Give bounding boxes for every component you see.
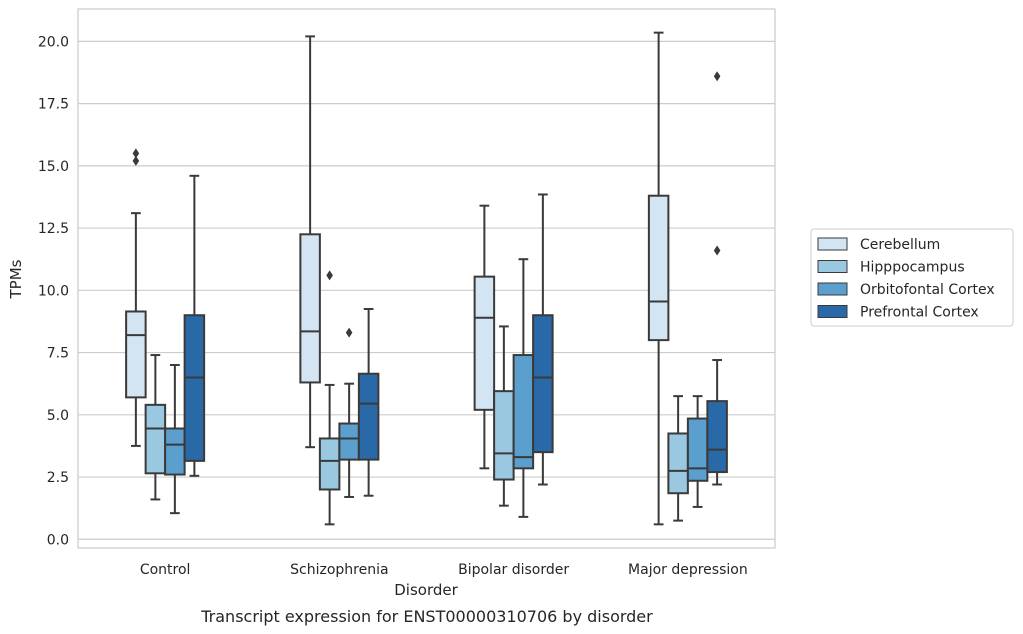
legend-swatch (817, 237, 848, 251)
box-hipppocampus (318, 270, 341, 526)
x-tick-label: Bipolar disorder (458, 562, 569, 578)
legend-entry: Prefrontal Cortex (860, 305, 979, 321)
box-body (357, 372, 380, 461)
chart-title: Transcript expression for ENST0000031070… (200, 607, 653, 626)
box-prefrontal-cortex (706, 71, 728, 486)
y-axis-label: TPMs (7, 259, 25, 299)
box-body (667, 432, 689, 495)
box-body (144, 403, 167, 475)
box-group (125, 148, 206, 515)
outlier-point (345, 327, 353, 338)
box-body (183, 314, 206, 462)
box-prefrontal-cortex (357, 307, 380, 497)
box-body (532, 314, 554, 454)
legend-swatch (817, 305, 848, 318)
legend-entry: Cerebellum (860, 237, 940, 253)
y-tick-label: 12.5 (38, 221, 69, 237)
y-tick-label: 15.0 (38, 159, 69, 175)
box-body (493, 390, 515, 481)
outlier-point (132, 148, 140, 159)
x-tick-label: Schizophrenia (290, 562, 388, 578)
y-tick-label: 0.0 (47, 532, 69, 548)
x-tick-label: Major depression (628, 562, 748, 578)
y-tick-label: 17.5 (38, 97, 69, 113)
box-orbitofontal-cortex (164, 364, 186, 515)
y-tick-label: 2.5 (47, 470, 69, 486)
outlier-point (326, 270, 333, 281)
box-cerebellum (299, 35, 321, 449)
box-group (473, 193, 554, 518)
box-hipppocampus (493, 325, 515, 507)
box-body (299, 233, 321, 384)
outlier-point (713, 71, 721, 82)
plot-frame (77, 8, 776, 549)
legend-frame (810, 228, 1014, 327)
box-prefrontal-cortex (532, 193, 554, 486)
box-orbitofontal-cortex (686, 395, 709, 508)
box-body (706, 400, 728, 474)
legend: Cerebellum Hipppocampus Orbitofontal Corte… (810, 228, 1014, 327)
y-tick-label: 20.0 (38, 34, 69, 50)
box-groups (125, 31, 728, 526)
x-axis-label: Disorder (394, 581, 458, 599)
box-group (647, 31, 728, 526)
box-body (512, 354, 535, 470)
box-body (125, 310, 147, 399)
box-body (647, 194, 670, 342)
box-body (686, 417, 709, 482)
y-tick-label: 5.0 (47, 408, 69, 424)
box-body (338, 422, 360, 461)
box-orbitofontal-cortex (512, 258, 535, 518)
x-tick-label: Control (140, 562, 191, 578)
legend-entry: Hipppocampus (860, 260, 965, 276)
box-prefrontal-cortex (183, 174, 206, 477)
box-cerebellum (647, 31, 670, 526)
y-tick-labels: 0.0 2.5 5.0 7.5 10.0 12.5 15.0 17.5 20.0 (38, 34, 69, 548)
outlier-point (132, 155, 140, 166)
box-group (299, 35, 380, 526)
box-cerebellum (473, 204, 496, 470)
legend-swatch (817, 260, 848, 273)
box-body (473, 275, 496, 411)
box-cerebellum (125, 148, 147, 447)
x-tick-labels: Control Schizophrenia Bipolar disorder Majo… (140, 562, 748, 578)
legend-entry: Orbitofontal Cortex (860, 282, 995, 298)
box-body (164, 427, 186, 476)
box-hipppocampus (667, 395, 689, 522)
outlier-point (713, 245, 721, 256)
legend-swatch (817, 282, 848, 296)
y-tick-label: 7.5 (47, 346, 69, 362)
y-tick-label: 10.0 (38, 283, 69, 299)
box-body (318, 437, 341, 491)
